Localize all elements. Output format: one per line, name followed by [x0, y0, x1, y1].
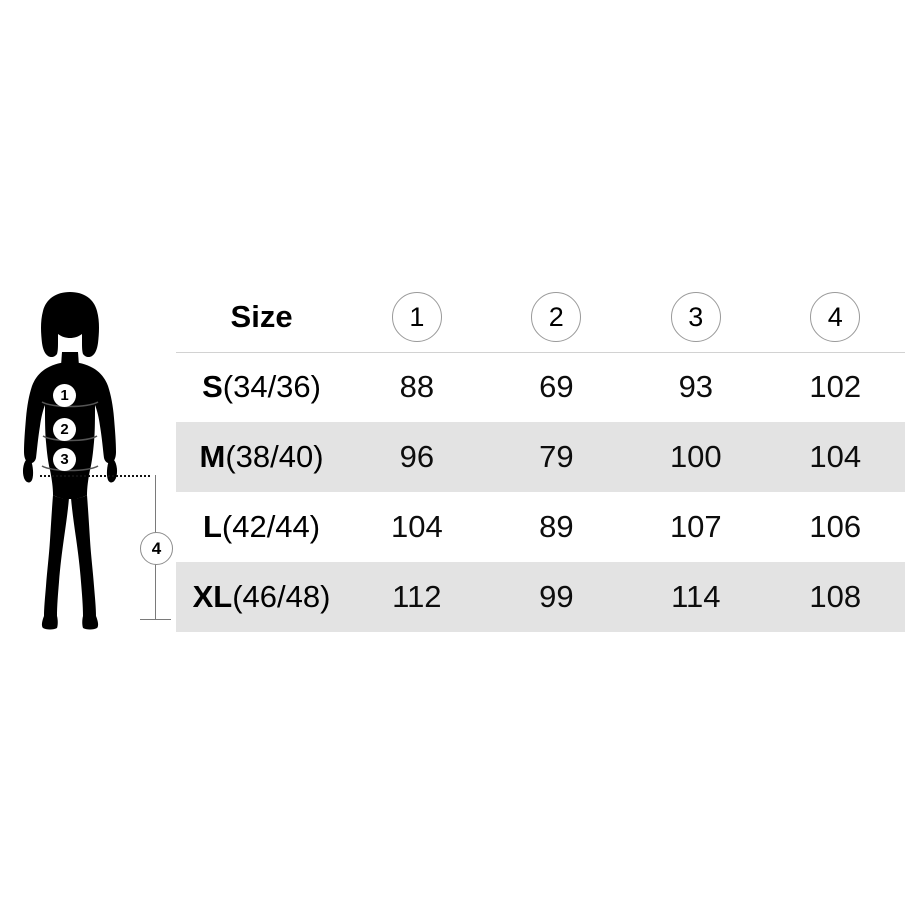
- cell-measure-4: 108: [809, 579, 862, 614]
- size-letter: S: [202, 369, 223, 404]
- header-circle-1-icon: 1: [391, 292, 442, 342]
- cell-measure-2: 79: [539, 439, 574, 474]
- cell-measure-3: 114: [671, 579, 721, 614]
- cell-measure-2: 99: [539, 579, 574, 614]
- body-marker-4-length: 4: [140, 532, 173, 565]
- table-row: XL(46/48) 112 99 114 108: [176, 562, 905, 632]
- header-separator-rule: [176, 352, 905, 353]
- cell-measure-4: 106: [809, 509, 862, 544]
- hip-guide-dotted-line: [40, 475, 150, 477]
- row-stripe-xl: [176, 562, 905, 632]
- cell-measure-4: 102: [809, 369, 862, 404]
- row-size-label: M(38/40): [176, 439, 347, 475]
- body-marker-3-hip: 3: [53, 448, 76, 471]
- row-size-label: S(34/36): [176, 369, 347, 405]
- header-circle-4-icon: 4: [810, 292, 861, 342]
- row-stripe-m: [176, 422, 905, 492]
- size-letter: M: [199, 439, 226, 474]
- row-size-label: L(42/44): [176, 509, 347, 545]
- cell-measure-2: 69: [539, 369, 574, 404]
- size-letter: L: [202, 509, 222, 544]
- body-marker-1-bust: 1: [53, 384, 76, 407]
- header-circle-3-icon: 3: [670, 292, 721, 342]
- cell-measure-3: 100: [669, 439, 722, 474]
- header-circle-2-icon: 2: [531, 292, 582, 342]
- cell-measure-3: 93: [678, 369, 714, 404]
- header-cell-2: 2: [487, 292, 626, 342]
- cell-measure-1: 96: [399, 439, 435, 474]
- size-range: (42/44): [221, 509, 321, 544]
- cell-measure-1: 88: [399, 369, 435, 404]
- size-range: (46/48): [232, 579, 331, 614]
- size-letter: XL: [192, 579, 233, 614]
- header-cell-3: 3: [626, 292, 765, 342]
- length-dimension-group: 4: [40, 470, 188, 630]
- row-size-label: XL(46/48): [176, 579, 347, 615]
- size-range: (34/36): [222, 369, 321, 404]
- cell-measure-4: 104: [809, 439, 862, 474]
- header-cell-1: 1: [347, 292, 486, 342]
- table-header-row: Size 1 2 3 4: [176, 282, 905, 352]
- table-row: L(42/44) 104 89 107 106: [176, 492, 905, 562]
- header-cell-4: 4: [766, 292, 905, 342]
- header-size-label: Size: [230, 299, 293, 334]
- cell-measure-1: 112: [392, 579, 442, 614]
- cell-measure-1: 104: [390, 509, 443, 544]
- cell-measure-3: 107: [669, 509, 722, 544]
- table-row: M(38/40) 96 79 100 104: [176, 422, 905, 492]
- size-range: (38/40): [225, 439, 324, 474]
- body-marker-2-waist: 2: [53, 418, 76, 441]
- cell-measure-2: 89: [539, 509, 574, 544]
- table-row: S(34/36) 88 69 93 102: [176, 352, 905, 422]
- dimension-bottom-tick: [140, 619, 171, 620]
